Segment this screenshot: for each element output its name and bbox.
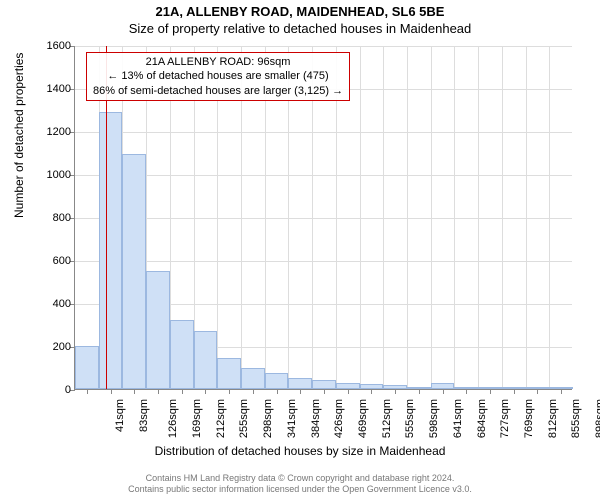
chart-title-block: 21A, ALLENBY ROAD, MAIDENHEAD, SL6 5BE S… (0, 0, 600, 36)
x-tick (561, 389, 562, 394)
x-tick (134, 389, 135, 394)
info-line-1: 21A ALLENBY ROAD: 96sqm (93, 55, 343, 69)
y-tick-label: 1000 (47, 169, 75, 181)
histogram-bar (75, 346, 99, 389)
y-tick-label: 400 (53, 298, 75, 310)
x-axis-label: Distribution of detached houses by size … (0, 444, 600, 458)
x-tick-label: 298sqm (262, 399, 274, 438)
gridline-h (75, 132, 572, 133)
x-tick (253, 389, 254, 394)
x-tick-label: 727sqm (499, 399, 511, 438)
histogram-bar (312, 380, 336, 389)
x-tick (111, 389, 112, 394)
histogram-bar (217, 358, 241, 389)
x-tick-label: 641sqm (452, 399, 464, 438)
x-tick (371, 389, 372, 394)
x-tick-label: 469sqm (357, 399, 369, 438)
x-tick (182, 389, 183, 394)
histogram-bar (146, 271, 170, 389)
x-tick (419, 389, 420, 394)
x-tick (348, 389, 349, 394)
gridline-v (454, 46, 455, 389)
title-line-1: 21A, ALLENBY ROAD, MAIDENHEAD, SL6 5BE (0, 4, 600, 19)
histogram-bar (194, 331, 218, 389)
footer-line-1: Contains HM Land Registry data © Crown c… (0, 473, 600, 485)
x-tick (490, 389, 491, 394)
info-line-2: ← 13% of detached houses are smaller (47… (93, 69, 343, 83)
histogram-bar (99, 112, 123, 389)
chart-area: 0200400600800100012001400160041sqm83sqm1… (74, 46, 572, 390)
gridline-v (502, 46, 503, 389)
info-line-3: 86% of semi-detached houses are larger (… (93, 84, 343, 98)
y-axis-label: Number of detached properties (12, 53, 26, 218)
x-tick-label: 83sqm (138, 399, 150, 432)
x-tick-label: 769sqm (523, 399, 535, 438)
y-tick-label: 600 (53, 255, 75, 267)
histogram-bar (288, 378, 312, 389)
y-tick-label: 1200 (47, 126, 75, 138)
x-tick-label: 812sqm (547, 399, 559, 438)
x-tick-label: 426sqm (333, 399, 345, 438)
gridline-v (360, 46, 361, 389)
x-tick-label: 512sqm (381, 399, 393, 438)
x-tick-label: 255sqm (239, 399, 251, 438)
chart-footer: Contains HM Land Registry data © Crown c… (0, 473, 600, 496)
gridline-v (549, 46, 550, 389)
y-tick-label: 200 (53, 341, 75, 353)
y-tick-label: 1600 (47, 40, 75, 52)
x-tick-label: 341sqm (286, 399, 298, 438)
x-tick-label: 855sqm (571, 399, 583, 438)
gridline-v (526, 46, 527, 389)
gridline-h (75, 261, 572, 262)
gridline-v (383, 46, 384, 389)
histogram-bar (170, 320, 194, 389)
x-tick-label: 169sqm (191, 399, 203, 438)
x-tick (205, 389, 206, 394)
gridline-h (75, 175, 572, 176)
y-tick-label: 0 (65, 384, 75, 396)
x-tick (466, 389, 467, 394)
x-tick (277, 389, 278, 394)
x-tick-label: 126sqm (167, 399, 179, 438)
histogram-bar (122, 154, 146, 389)
gridline-v (407, 46, 408, 389)
y-tick-label: 1400 (47, 83, 75, 95)
gridline-v (431, 46, 432, 389)
x-tick-label: 41sqm (114, 399, 126, 432)
x-tick (514, 389, 515, 394)
x-tick-label: 384sqm (310, 399, 322, 438)
x-tick (395, 389, 396, 394)
x-tick (537, 389, 538, 394)
histogram-bar (265, 373, 289, 389)
x-tick (324, 389, 325, 394)
gridline-v (478, 46, 479, 389)
title-line-2: Size of property relative to detached ho… (0, 21, 600, 36)
histogram-bar (241, 368, 265, 390)
gridline-h (75, 46, 572, 47)
x-tick-label: 598sqm (428, 399, 440, 438)
x-tick (229, 389, 230, 394)
x-tick (300, 389, 301, 394)
y-tick-label: 800 (53, 212, 75, 224)
footer-line-2: Contains public sector information licen… (0, 484, 600, 496)
x-tick (87, 389, 88, 394)
marker-info-box: 21A ALLENBY ROAD: 96sqm ← 13% of detache… (86, 52, 350, 101)
x-tick-label: 212sqm (215, 399, 227, 438)
x-tick (158, 389, 159, 394)
x-tick-label: 898sqm (594, 399, 600, 438)
x-tick (443, 389, 444, 394)
x-tick-label: 555sqm (405, 399, 417, 438)
x-tick-label: 684sqm (476, 399, 488, 438)
gridline-h (75, 218, 572, 219)
